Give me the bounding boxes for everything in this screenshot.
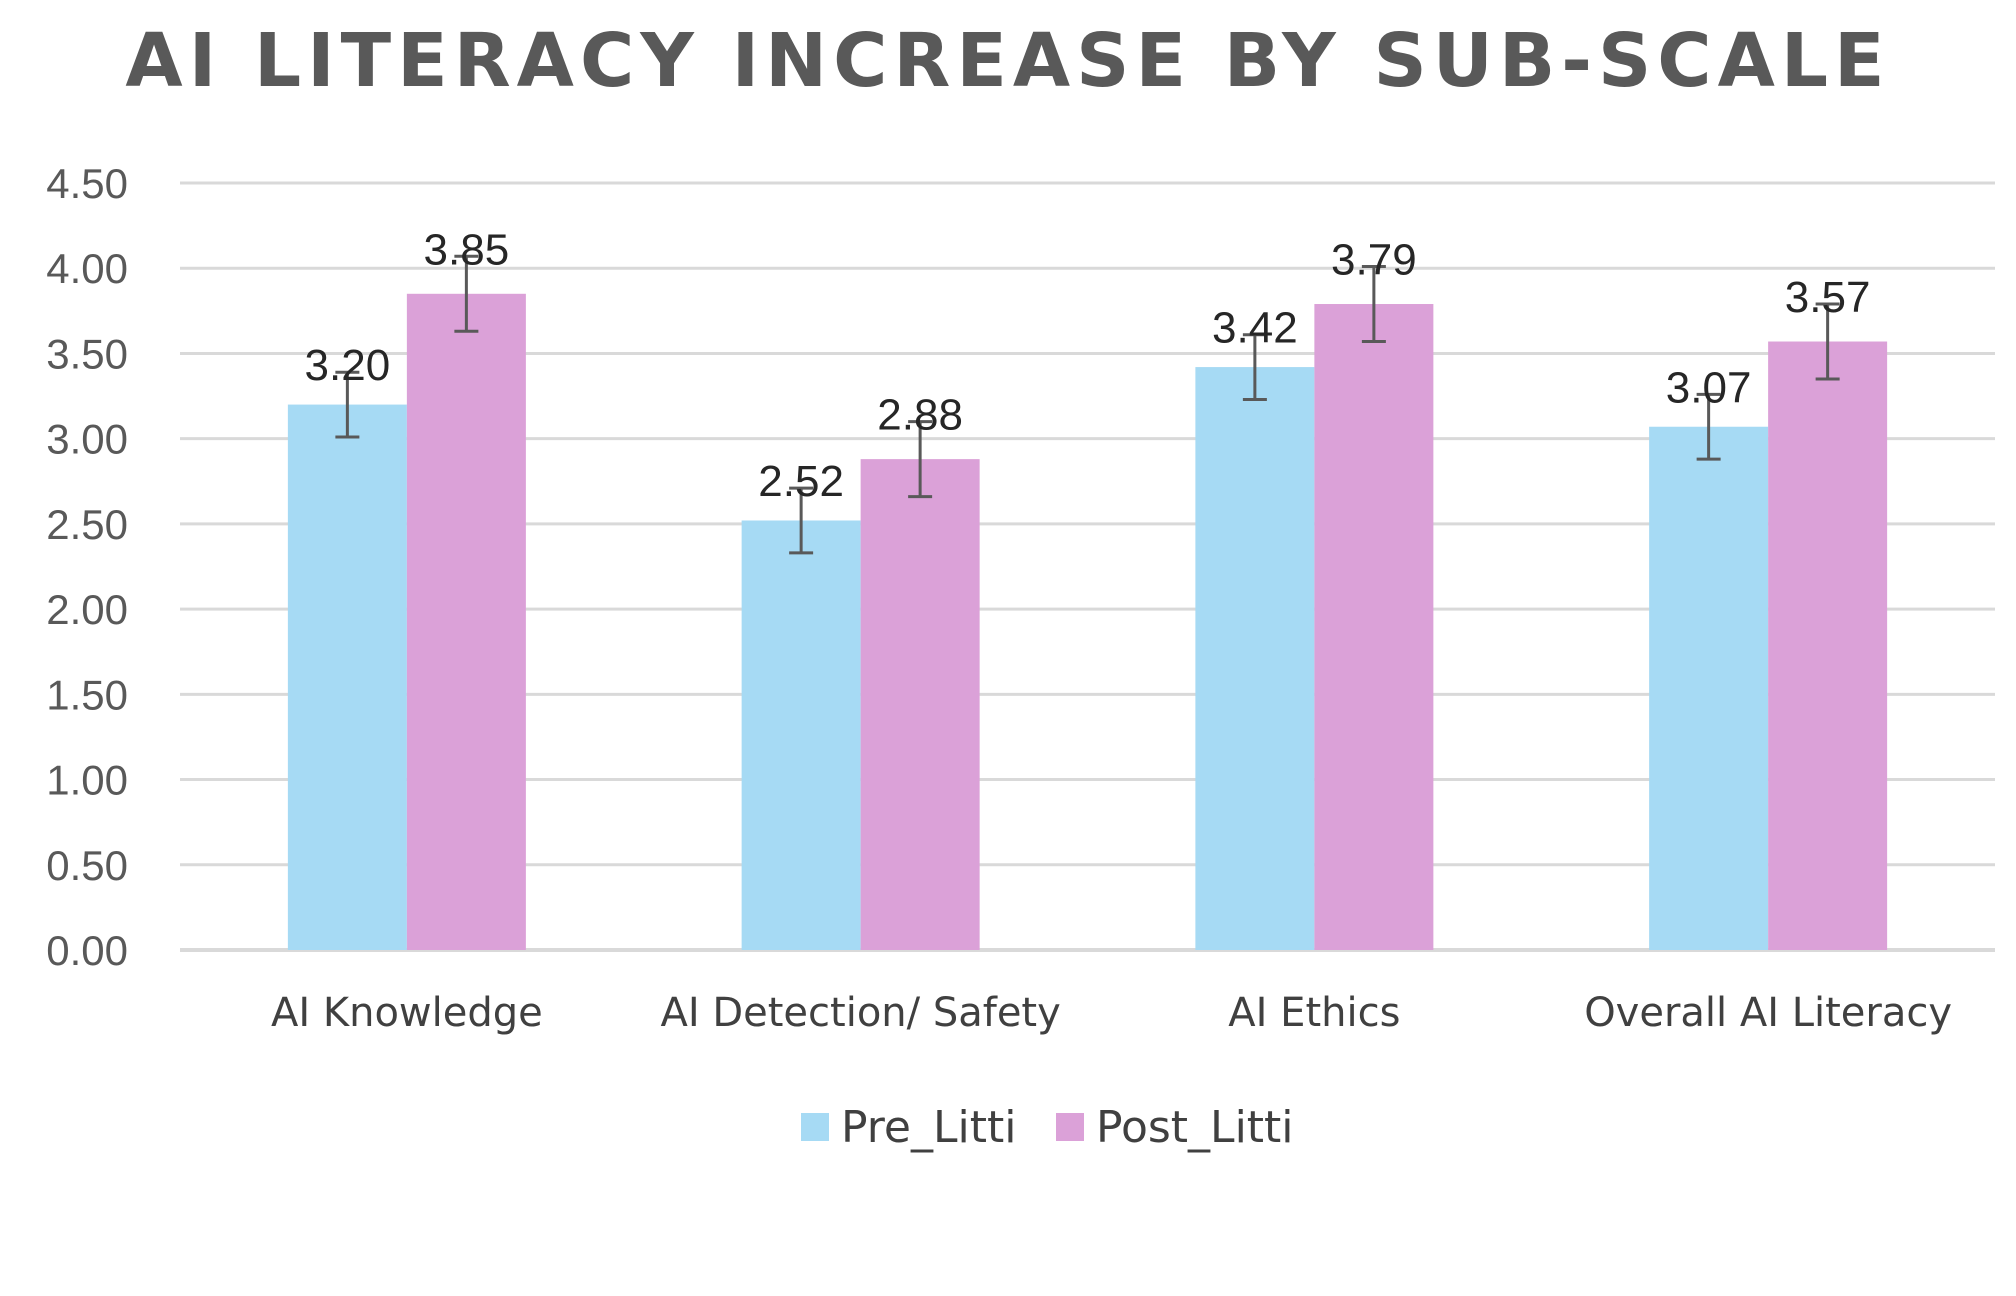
bar bbox=[1195, 367, 1315, 951]
x-tick-label: AI Ethics bbox=[1228, 990, 1400, 1036]
data-label: 3.85 bbox=[424, 225, 510, 274]
legend-swatch bbox=[1056, 1113, 1084, 1141]
data-label: 2.52 bbox=[758, 457, 844, 506]
data-label: 2.88 bbox=[877, 391, 963, 440]
data-label: 3.42 bbox=[1212, 304, 1298, 353]
chart-title: AI LITERACY INCREASE BY SUB-SCALE bbox=[125, 18, 1891, 104]
y-tick-label: 2.50 bbox=[46, 501, 128, 548]
x-tick-label: Overall AI Literacy bbox=[1584, 990, 1952, 1036]
legend-entry: Post_Litti bbox=[1096, 1102, 1294, 1153]
y-tick-label: 3.50 bbox=[46, 330, 128, 377]
x-tick-label: AI Knowledge bbox=[271, 990, 543, 1036]
y-tick-label: 2.00 bbox=[46, 586, 128, 633]
y-tick-label: 0.50 bbox=[46, 842, 128, 889]
y-tick-label: 1.50 bbox=[46, 671, 128, 718]
bar bbox=[1314, 304, 1434, 950]
data-label: 3.20 bbox=[305, 341, 391, 390]
legend-entry: Pre_Litti bbox=[841, 1102, 1016, 1153]
y-tick-label: 4.00 bbox=[46, 245, 128, 292]
data-label: 3.07 bbox=[1666, 363, 1752, 412]
bar bbox=[406, 293, 526, 950]
bar bbox=[860, 459, 980, 950]
bar bbox=[741, 520, 861, 950]
bar bbox=[287, 404, 407, 951]
data-label: 3.57 bbox=[1785, 273, 1871, 322]
y-tick-label: 1.00 bbox=[46, 757, 128, 804]
y-tick-label: 4.50 bbox=[46, 160, 128, 207]
legend-swatch bbox=[801, 1113, 829, 1141]
x-tick-label: AI Detection/ Safety bbox=[660, 990, 1060, 1036]
data-label: 3.79 bbox=[1331, 236, 1417, 285]
y-tick-label: 0.00 bbox=[46, 927, 128, 974]
bar bbox=[1768, 341, 1888, 951]
y-tick-label: 3.00 bbox=[46, 416, 128, 463]
bar bbox=[1649, 426, 1769, 950]
